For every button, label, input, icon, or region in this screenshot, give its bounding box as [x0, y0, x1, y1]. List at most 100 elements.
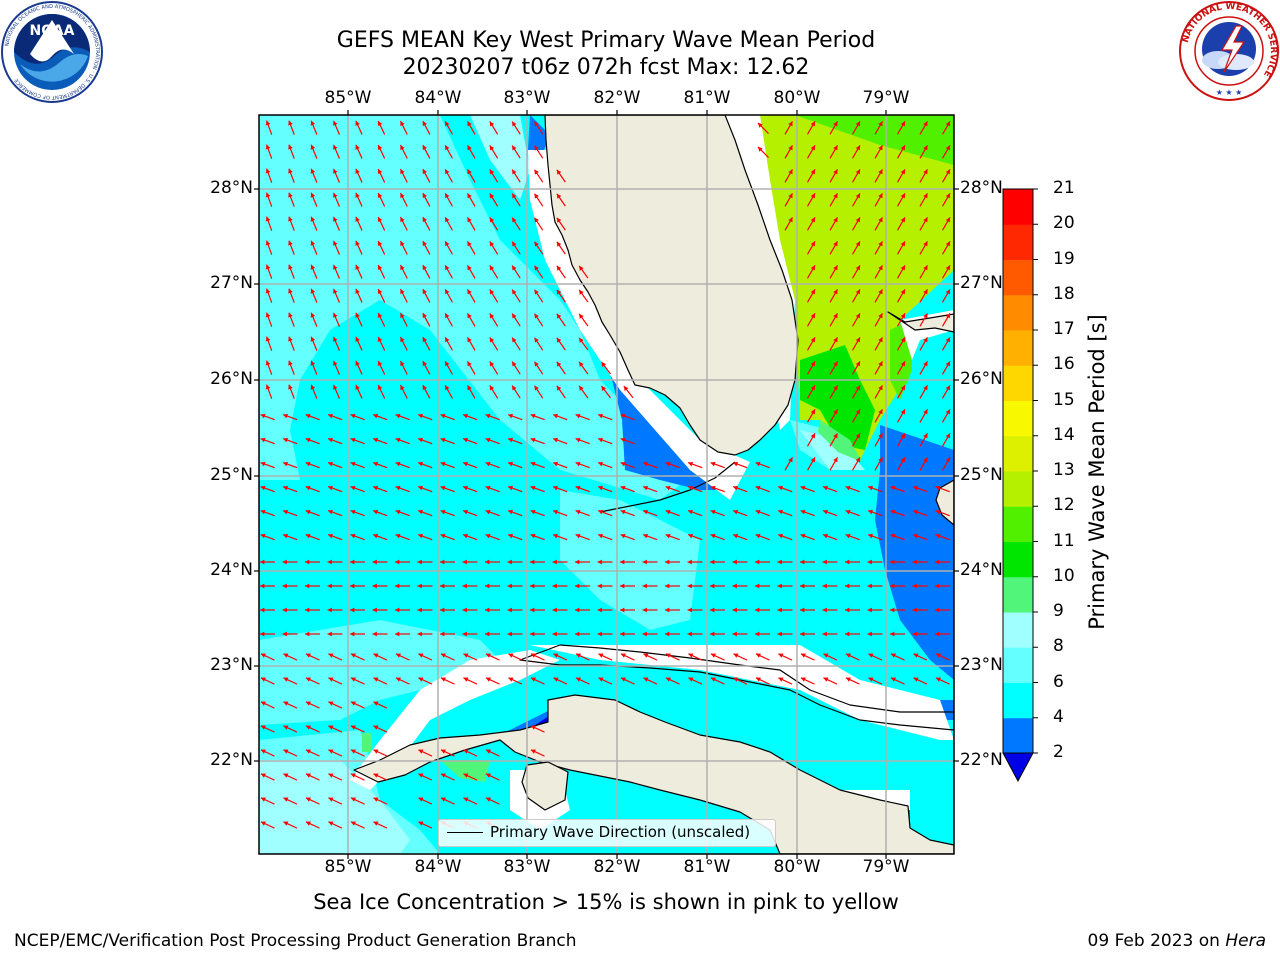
noaa-logo-text: NOAA: [30, 23, 75, 39]
wave-arrow-head: [463, 797, 469, 802]
wave-arrow-head: [757, 122, 763, 128]
wave-arrow-head: [400, 289, 405, 295]
wave-arrow-head: [945, 289, 950, 295]
wave-arrow-head: [288, 336, 293, 342]
colorbar-segment: [1003, 682, 1033, 719]
sea-ice-note: Sea Ice Concentration > 15% is shown in …: [313, 890, 899, 914]
wave-arrow-head: [878, 121, 883, 127]
wave-arrow-head: [778, 533, 784, 539]
wave-arrow-head: [923, 217, 928, 223]
wave-arrow-head: [418, 797, 424, 802]
wave-arrow-head: [687, 583, 692, 589]
wave-arrow-head: [833, 265, 838, 271]
wave-arrow-head: [945, 433, 950, 439]
lat-label-right-26n: 26°N: [960, 369, 1003, 389]
colorbar-tick-label: 18: [1053, 283, 1075, 304]
wave-arrow-head: [333, 192, 338, 198]
wave-arrow-head: [643, 461, 649, 467]
wave-arrow-head: [810, 121, 815, 127]
period-12-13-region: [750, 115, 954, 462]
wave-arrow-head: [620, 677, 626, 682]
wave-arrow-head: [530, 677, 536, 682]
wave-arrow-head: [400, 361, 405, 367]
wave-arrow-head: [534, 169, 539, 175]
wave-arrow-head: [534, 265, 539, 271]
wave-arrow-head: [845, 509, 851, 515]
wave-arrow-head: [377, 144, 383, 150]
wave-arrow-head: [260, 701, 266, 706]
colorbar-tick-label: 15: [1053, 389, 1075, 410]
wave-arrow-head: [327, 631, 332, 637]
wave-arrow-head: [305, 413, 311, 419]
lat-label-left-22n: 22°N: [210, 750, 253, 770]
lat-label-right-27n: 27°N: [960, 273, 1003, 293]
wave-arrow-head: [833, 433, 838, 439]
wave-arrow-head: [556, 169, 562, 175]
wave-arrow-head: [552, 631, 557, 637]
wave-arrow-head: [710, 607, 715, 613]
wave-arrow-head: [283, 725, 289, 730]
wave-arrow-head: [687, 559, 692, 565]
wave-arrow-head: [467, 193, 472, 199]
wave-arrow-head: [553, 461, 559, 467]
wave-arrow-head: [530, 509, 536, 515]
wave-arrow-head: [534, 313, 539, 319]
wave-arrow-head: [288, 288, 293, 294]
wave-arrow-head: [867, 583, 872, 589]
wave-arrow-head: [642, 583, 647, 589]
wave-arrow-head: [945, 241, 950, 247]
wave-arrow-head: [373, 413, 379, 419]
wave-arrow-head: [310, 336, 316, 342]
wave-arrow-head: [687, 607, 692, 613]
wave-arrow-head: [445, 361, 450, 367]
wave-arrow-head: [288, 216, 293, 222]
wave-arrow-head: [688, 485, 694, 491]
wave-arrow-head: [575, 461, 581, 467]
wave-arrow-head: [733, 485, 739, 491]
wave-arrow-head: [283, 485, 289, 491]
wave-arrow-head: [534, 385, 539, 391]
wave-arrow-head: [440, 461, 446, 467]
wave-arrow-head: [467, 289, 472, 295]
wave-arrow-head: [833, 457, 838, 463]
wave-arrow-head: [534, 361, 539, 367]
lat-label-right-25n: 25°N: [960, 465, 1003, 485]
wave-arrow-head: [665, 607, 670, 613]
wave-arrow-head: [800, 607, 805, 613]
nws-logo: NATIONAL WEATHER SERVICE ★ ★ ★: [1179, 1, 1279, 101]
wave-arrow-head: [710, 485, 716, 491]
colorbar-tick-label: 17: [1053, 319, 1075, 339]
wave-arrow-head: [417, 559, 422, 565]
wave-arrow-head: [855, 121, 860, 127]
colorbar-segment: [1003, 471, 1033, 507]
wave-arrow-head: [422, 241, 427, 247]
wave-arrow-head: [900, 457, 905, 463]
wave-arrow-head: [878, 337, 883, 343]
wave-arrow-head: [534, 337, 539, 343]
wave-arrow-head: [350, 583, 355, 589]
colorbar-extend-triangle: [1002, 752, 1034, 783]
wave-arrow-head: [333, 336, 338, 342]
footer-date-text: 09 Feb 2023 on: [1087, 931, 1226, 951]
wave-arrow-head: [642, 607, 647, 613]
wave-arrow-head: [260, 773, 266, 778]
wave-arrow-head: [350, 653, 356, 658]
lon-label-top-81w: 81°W: [683, 88, 731, 108]
florida-peninsula: [544, 115, 799, 456]
wave-arrow-head: [373, 701, 379, 706]
nws-stars-icon: ★ ★ ★: [1216, 88, 1243, 97]
colorbar-tick-label: 9: [1053, 601, 1064, 621]
wave-arrow-head: [800, 559, 805, 565]
wave-arrow-head: [305, 653, 311, 658]
wave-arrow-head: [400, 169, 405, 175]
wave-arrow-head: [463, 461, 469, 467]
wave-arrow-head: [935, 631, 940, 637]
wave-arrow-head: [333, 360, 338, 366]
wave-arrow-head: [418, 461, 424, 467]
lon-label-top-80w: 80°W: [773, 88, 821, 108]
wave-arrow-head: [512, 385, 517, 391]
wave-arrow-head: [733, 533, 739, 539]
wave-arrow-head: [260, 559, 265, 565]
wave-arrow-head: [665, 631, 670, 637]
lon-label-bottom-83w: 83°W: [503, 857, 551, 877]
